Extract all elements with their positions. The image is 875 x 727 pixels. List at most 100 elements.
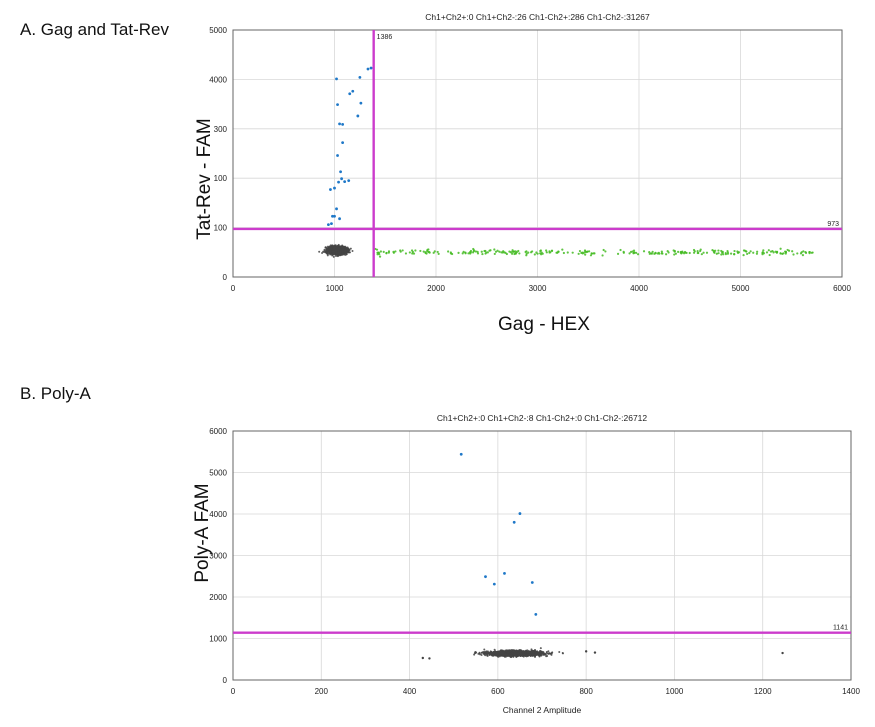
panel-b-cluster-point bbox=[522, 649, 525, 652]
panel-a-cluster-point bbox=[399, 250, 402, 253]
panel-b-cluster-point bbox=[539, 647, 542, 650]
panel-a-cluster-point bbox=[498, 250, 501, 253]
panel-a-cluster-point bbox=[581, 251, 584, 254]
panel-b-cluster-point bbox=[477, 652, 480, 655]
panel-b-cluster-point bbox=[496, 652, 499, 655]
panel-a-cluster-point bbox=[802, 250, 805, 253]
panel-a-cluster-point bbox=[341, 248, 344, 251]
panel-b-x-tick-label: 600 bbox=[491, 687, 505, 696]
panel-a-cluster-point bbox=[674, 252, 677, 255]
panel-b-y-tick-label: 0 bbox=[223, 676, 228, 685]
panel-a-cluster-point bbox=[469, 252, 472, 255]
panel-a-cluster-point bbox=[589, 254, 593, 257]
panel-a-point bbox=[356, 114, 360, 118]
panel-a-cluster-point bbox=[642, 250, 646, 253]
panel-b-cluster-point bbox=[490, 652, 493, 655]
panel-a-point bbox=[330, 222, 333, 226]
panel-a-point bbox=[369, 66, 373, 70]
panel-a-cluster-point bbox=[335, 255, 338, 258]
panel-a-y-tick-label: 100 bbox=[214, 174, 228, 183]
panel-a-cluster-point bbox=[808, 250, 811, 254]
panel-a-cluster-point bbox=[457, 251, 460, 255]
panel-b-cluster-point bbox=[511, 652, 514, 655]
panel-a-point bbox=[333, 214, 336, 218]
panel-a-cluster-point bbox=[335, 251, 338, 254]
panel-b-cluster-point bbox=[481, 651, 484, 654]
panel-b-cluster-point bbox=[550, 652, 553, 655]
panel-a-cluster-point bbox=[692, 248, 696, 252]
panel-a-cluster-point bbox=[651, 250, 654, 253]
panel-b-x-tick-label: 1000 bbox=[666, 687, 684, 696]
panel-b-cluster-point bbox=[545, 651, 548, 654]
panel-a-cluster-point bbox=[535, 251, 538, 254]
panel-a-cluster-point bbox=[408, 251, 411, 254]
panel-b-cluster-point bbox=[500, 651, 503, 654]
panel-a-cluster-point bbox=[330, 247, 333, 250]
panel-b-cluster-point bbox=[495, 651, 498, 654]
panel-a-cluster-point bbox=[726, 252, 730, 255]
panel-a-cluster-point bbox=[326, 245, 329, 248]
panel-a-cluster-point bbox=[550, 249, 554, 252]
panel-a-cluster-point bbox=[476, 252, 480, 255]
panel-a-cluster-point bbox=[378, 253, 381, 256]
panel-a-cluster-point bbox=[722, 253, 725, 256]
panel-a-cluster-point bbox=[344, 252, 347, 255]
panel-a-chart: 0 1000 2000 3000 4000 5000 6000 0 100 100 300 4000 5… bbox=[209, 12, 851, 293]
panel-b-point bbox=[512, 520, 516, 524]
panel-a-cluster-point bbox=[524, 250, 527, 254]
panel-a-cluster-point bbox=[493, 252, 496, 256]
panel-a-cluster-point bbox=[336, 255, 339, 258]
panel-a-cluster-point bbox=[635, 251, 638, 254]
panel-b-point bbox=[584, 650, 588, 653]
panel-a-cluster-point bbox=[548, 251, 551, 254]
panel-a-cluster-point bbox=[737, 251, 740, 254]
panel-b-cluster-point bbox=[505, 653, 508, 656]
panel-a-cluster-point bbox=[628, 252, 631, 255]
panel-b-point bbox=[492, 582, 496, 586]
panel-a-point bbox=[359, 101, 363, 105]
panel-a-cluster-point bbox=[496, 249, 499, 252]
panel-a-cluster-point bbox=[566, 251, 569, 254]
panel-a-cluster-point bbox=[779, 247, 782, 250]
panel-a-cluster-point bbox=[331, 250, 334, 253]
panel-a-cluster-point bbox=[720, 249, 723, 253]
panel-a-cluster-point bbox=[514, 250, 517, 253]
panel-a-cluster-point bbox=[489, 249, 492, 252]
panel-a-cluster-point bbox=[326, 249, 329, 252]
panel-a-threshold-x-label: 1386 bbox=[377, 34, 393, 41]
panel-a-x-tick-label: 2000 bbox=[427, 284, 445, 293]
panel-a-cluster-point bbox=[648, 252, 651, 255]
panel-a-cluster-point bbox=[755, 252, 759, 255]
panel-a-cluster-point bbox=[419, 249, 422, 253]
panel-b-cluster-point bbox=[541, 652, 544, 655]
panel-a-cluster-point bbox=[699, 248, 702, 251]
panel-a-cluster-point bbox=[474, 250, 477, 253]
panel-a-cluster-point bbox=[486, 251, 489, 254]
panel-b-cluster-point bbox=[486, 654, 489, 657]
panel-b-cluster-point bbox=[517, 652, 520, 655]
panel-b-cluster-point bbox=[540, 654, 543, 657]
panel-b-x-tick-label: 200 bbox=[315, 687, 329, 696]
panel-b-cluster-point bbox=[502, 653, 505, 656]
panel-a-cluster-point bbox=[616, 252, 620, 255]
panel-b-cluster-point bbox=[498, 652, 501, 655]
panel-a-cluster-point bbox=[577, 252, 580, 255]
panel-a-cluster-point bbox=[632, 251, 636, 255]
panel-a-point bbox=[329, 188, 332, 191]
panel-a-cluster-point bbox=[318, 250, 321, 253]
panel-b-point bbox=[781, 651, 784, 655]
panel-a-cluster-point bbox=[342, 246, 345, 249]
panel-b-x-tick-label: 1200 bbox=[754, 687, 772, 696]
panel-a-cluster-point bbox=[348, 251, 351, 254]
panel-b-cluster-point bbox=[524, 651, 527, 654]
panel-a-point bbox=[366, 67, 370, 71]
panel-a-cluster-point bbox=[504, 251, 507, 254]
panel-a-cluster-point bbox=[768, 253, 771, 257]
panel-b-x-tick-label: 800 bbox=[579, 687, 593, 696]
panel-a-cluster-point bbox=[377, 251, 380, 254]
panel-b-point bbox=[421, 656, 425, 660]
panel-b-cluster-point bbox=[527, 650, 530, 653]
panel-a-cluster-point bbox=[410, 249, 414, 252]
panel-a-cluster-point bbox=[602, 248, 605, 252]
panel-a-cluster-point bbox=[660, 250, 663, 253]
